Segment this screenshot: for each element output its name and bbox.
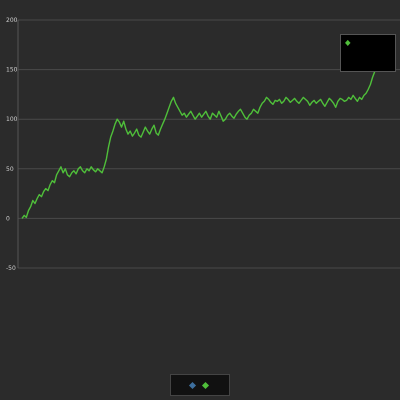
legend-item-series-1[interactable] [201, 381, 210, 389]
y-tick-label: 100 [6, 116, 18, 123]
chart-legend [170, 374, 230, 396]
y-tick-label: 200 [6, 17, 18, 24]
legend-item-series-2[interactable] [188, 381, 197, 389]
y-tick-label: -50 [6, 265, 16, 272]
legend-diamond-icon [188, 381, 197, 389]
y-tick-label: 0 [6, 215, 10, 222]
tooltip-series-marker-icon: ◆ [345, 38, 351, 47]
y-tick-label: 50 [6, 166, 14, 173]
legend-diamond-icon [201, 381, 210, 389]
series-line-1 [21, 49, 393, 219]
hover-tooltip: ◆ [340, 34, 396, 72]
y-tick-label: 150 [6, 67, 18, 74]
